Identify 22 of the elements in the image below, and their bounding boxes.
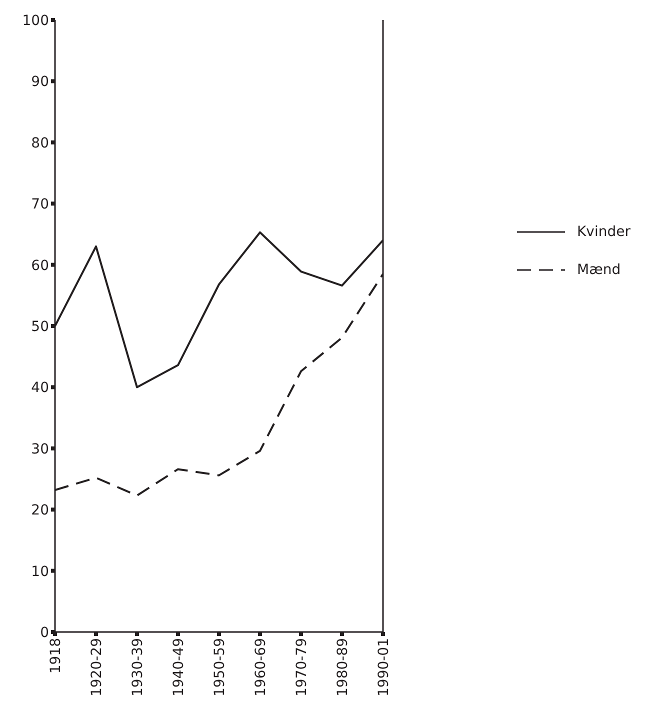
y-tick-label: 40 bbox=[31, 380, 49, 396]
y-tick-label: 30 bbox=[31, 441, 49, 458]
y-tick-label: 0 bbox=[40, 624, 49, 641]
legend-label: Kvinder bbox=[577, 224, 630, 240]
x-tick-label: 1940-49 bbox=[170, 638, 187, 696]
y-tick-label: 60 bbox=[31, 258, 49, 274]
y-tick-label: 70 bbox=[31, 196, 49, 213]
x-tick-label: 1970-79 bbox=[294, 638, 310, 696]
y-tick-label: 90 bbox=[31, 74, 49, 90]
legend-label: Mænd bbox=[577, 262, 621, 278]
y-tick-label: 10 bbox=[31, 564, 49, 580]
y-tick-label: 80 bbox=[31, 135, 49, 152]
x-tick-label: 1930-39 bbox=[130, 638, 146, 696]
x-tick-label: 1960-69 bbox=[252, 638, 269, 696]
y-tick-label: 100 bbox=[22, 12, 49, 29]
x-tick-label: 1990-01 bbox=[376, 638, 392, 696]
x-tick-label: 1950-59 bbox=[212, 638, 228, 696]
y-tick-label: 50 bbox=[31, 318, 49, 335]
y-tick-label: 20 bbox=[31, 502, 49, 519]
x-tick-label: 1918 bbox=[48, 638, 64, 674]
x-tick-label: 1980-89 bbox=[334, 638, 351, 696]
x-tick-label: 1920-29 bbox=[88, 638, 105, 696]
